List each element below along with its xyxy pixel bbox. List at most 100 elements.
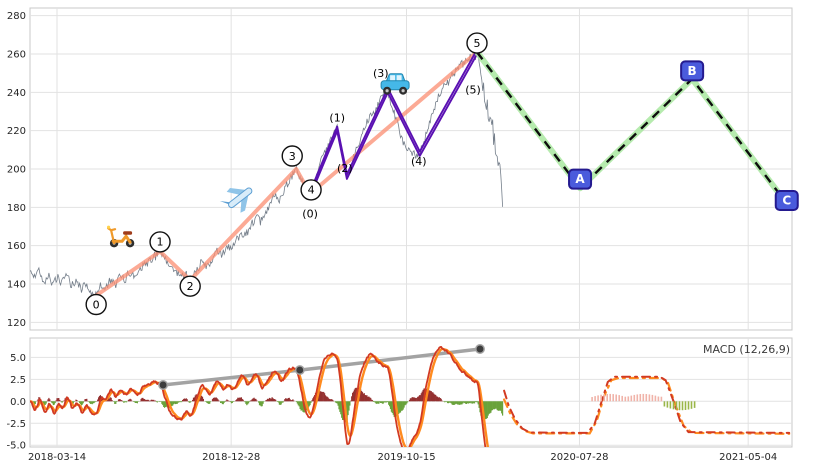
macd-plot-area [30, 344, 791, 447]
abc-wave-letter: B [688, 64, 697, 78]
projection-histogram-bar [642, 393, 645, 402]
wave-number-label: 1 [157, 236, 164, 249]
car-icon [380, 73, 410, 95]
price-tick-label: 140 [7, 280, 26, 291]
macd-trend-dot [158, 380, 169, 390]
wave-number-circle [85, 293, 107, 316]
wave-number-label: 3 [289, 150, 296, 163]
price-tick-label: 120 [7, 318, 26, 329]
wave-number-circle [179, 275, 201, 297]
projection-histogram-bar [663, 401, 666, 407]
date-tick-label: 2019-10-15 [377, 452, 435, 463]
sub-wave-labels: (0) (1) (2) (3) (4) (5) [302, 67, 481, 221]
correction-wave-labels: A B C [568, 60, 799, 212]
projection-histogram-bar [654, 395, 657, 402]
sub-wave-label: (5) [465, 84, 481, 97]
abc-wave-box [680, 60, 705, 82]
projection-histogram-bar [690, 401, 693, 409]
impulse-wave-labels: 0 1 2 3 4 5 [85, 32, 488, 316]
macd-trend-dot [475, 344, 485, 354]
wave-number-label: 2 [187, 280, 194, 293]
projection-histogram-bar [675, 401, 678, 410]
price-tick-label: 180 [7, 203, 26, 214]
projection-histogram-bar [597, 395, 599, 402]
projection-histogram-bar [678, 401, 681, 411]
projection-histogram-bar [609, 393, 611, 402]
price-tick-label: 280 [7, 11, 26, 22]
projection-histogram-bar [651, 394, 654, 402]
sub-wave-zigzag [309, 49, 478, 193]
projection-histogram-bar [648, 394, 651, 402]
impulse-wave-line [94, 50, 479, 298]
wave-number-circle [281, 145, 303, 167]
projection-histogram-bar [693, 401, 696, 408]
projection-histogram-bar [684, 401, 687, 410]
projection-histogram-bar [624, 396, 627, 402]
wave-number-label: 0 [93, 298, 100, 311]
price-series-line [30, 44, 503, 297]
wave-number-circle [300, 179, 322, 201]
projection-histogram-bar [618, 395, 620, 402]
projection-histogram-bar [657, 396, 660, 402]
projection-histogram-bar [666, 401, 669, 408]
projection-histogram-bar [669, 401, 672, 409]
wave-number-circle [466, 32, 488, 54]
axis-tick-labels: 2802602402202001801601401205.02.50.0-2.5… [6, 11, 777, 463]
projection-histogram-bar [633, 394, 636, 402]
projection-histogram-bar [621, 395, 623, 402]
macd-tick-label: 2.5 [10, 375, 26, 386]
projection-histogram-bar [606, 394, 608, 402]
sub-wave-label: (1) [329, 111, 345, 124]
projection-histogram-bar [639, 394, 642, 402]
macd-line [30, 346, 487, 447]
abc-wave-box [568, 168, 593, 190]
macd-trend-dot [294, 365, 305, 376]
projection-histogram-bar [660, 396, 663, 402]
airplane-icon [219, 187, 253, 213]
abc-wave-letter: C [782, 194, 791, 208]
date-tick-label: 2020-07-28 [550, 452, 608, 463]
price-tick-label: 160 [7, 241, 26, 252]
projection-histogram-bar [687, 401, 690, 410]
macd-tick-label: 0.0 [10, 397, 26, 408]
price-tick-label: 200 [7, 165, 26, 176]
sub-wave-label: (2) [337, 162, 353, 175]
macd-tick-label: -5.0 [6, 441, 26, 452]
projection-histogram-bar [600, 394, 602, 402]
sub-wave-label: (3) [373, 67, 389, 80]
macd-indicator-label: MACD (12,26,9) [702, 343, 790, 356]
wave-number-label: 4 [308, 184, 315, 197]
projection-histogram-bar [603, 394, 605, 402]
macd-projection-line [503, 375, 791, 434]
correction-wave-dashed-line [476, 51, 788, 205]
projection-histogram-bar [627, 396, 630, 402]
projection-histogram-bar [672, 401, 675, 410]
wave-number-label: 5 [474, 37, 481, 50]
projection-histogram-bar [594, 396, 596, 402]
price-tick-label: 220 [7, 126, 26, 137]
sub-wave-label: (4) [411, 155, 427, 168]
price-plot-area [30, 44, 790, 298]
projection-histogram-bar [615, 394, 617, 402]
projection-histogram-bar [612, 394, 614, 402]
date-tick-label: 2018-12-28 [202, 452, 260, 463]
wave-number-circle [149, 231, 171, 253]
projection-histogram-bar [630, 395, 633, 402]
date-tick-label: 2018-03-14 [28, 452, 86, 463]
macd-tick-label: -2.5 [6, 419, 26, 430]
sub-wave-zigzag [309, 53, 478, 197]
price-tick-label: 240 [7, 88, 26, 99]
projection-histogram-bar [591, 397, 593, 402]
date-tick-label: 2021-05-04 [719, 452, 777, 463]
abc-wave-letter: A [575, 172, 585, 186]
scooter-icon [106, 225, 135, 248]
macd-panel [29, 337, 793, 448]
projection-histogram-bar [636, 394, 639, 402]
abc-wave-box [774, 190, 799, 212]
price-tick-label: 260 [7, 50, 26, 61]
sub-wave-label: (0) [302, 207, 318, 220]
projection-histogram-bar [645, 394, 648, 402]
macd-tick-label: 5.0 [10, 353, 26, 364]
